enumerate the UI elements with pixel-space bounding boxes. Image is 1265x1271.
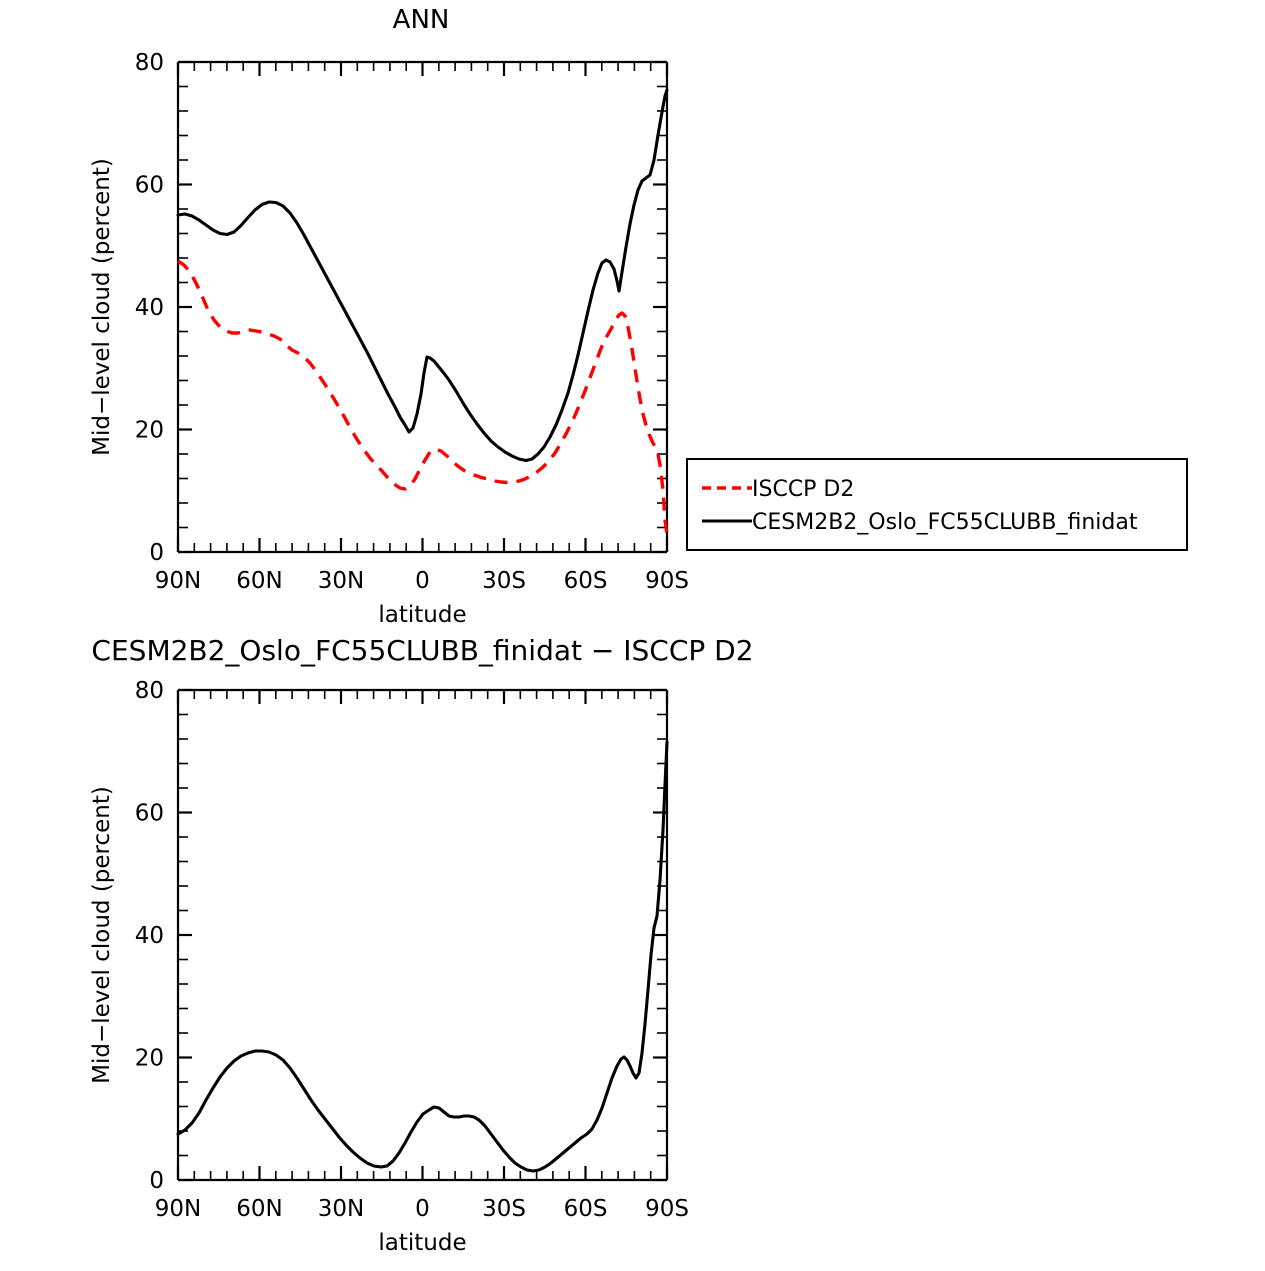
bottom-panel-title: CESM2B2_Oslo_FC55CLUBB_finidat − ISCCP D… — [91, 634, 753, 667]
top-y-ticks: 0 20 40 60 80 — [135, 50, 667, 566]
bottom-xtick-30N: 30N — [318, 1196, 364, 1222]
top-xtick-90N: 90N — [155, 568, 201, 594]
bottom-x-ticks: 90N 60N 30N 0 30S 60S 90S — [155, 690, 689, 1222]
bottom-xtick-30S: 30S — [482, 1196, 526, 1222]
legend-label-cesm2b2[interactable]: CESM2B2_Oslo_FC55CLUBB_finidat — [752, 510, 1138, 535]
bottom-ytick-20: 20 — [135, 1046, 164, 1072]
bottom-y-ticks: 0 20 40 60 80 — [135, 678, 667, 1194]
bottom-ytick-0: 0 — [149, 1168, 164, 1194]
top-xtick-0: 0 — [415, 568, 430, 594]
top-panel-title: ANN — [393, 5, 450, 35]
bottom-xtick-90S: 90S — [645, 1196, 689, 1222]
series-isccp-top — [177, 259, 669, 535]
top-xtick-30S: 30S — [482, 568, 526, 594]
top-ytick-80: 80 — [135, 50, 164, 76]
legend-box — [686, 458, 1188, 551]
legend: ISCCP D2 CESM2B2_Oslo_FC55CLUBB_finidat — [686, 458, 1188, 551]
top-xaxis-label: latitude — [378, 602, 466, 628]
bottom-ytick-80: 80 — [135, 678, 164, 704]
series-difference-bottom — [176, 740, 669, 1173]
bottom-xtick-60S: 60S — [564, 1196, 608, 1222]
bottom-ytick-40: 40 — [135, 923, 164, 949]
bottom-xtick-60N: 60N — [236, 1196, 282, 1222]
bottom-ytick-60: 60 — [135, 801, 164, 827]
top-x-ticks: 90N 60N 30N 0 30S 60S 90S — [155, 62, 689, 594]
top-panel-curves — [176, 88, 669, 535]
top-yaxis-label: Mid−level cloud (percent) — [89, 158, 115, 456]
top-ytick-40: 40 — [135, 295, 164, 321]
bottom-xaxis-label: latitude — [378, 1230, 466, 1256]
top-xtick-60S: 60S — [564, 568, 608, 594]
bottom-panel: CESM2B2_Oslo_FC55CLUBB_finidat − ISCCP D… — [89, 634, 754, 1256]
series-cesm2b2-top — [176, 88, 669, 463]
top-ytick-20: 20 — [135, 418, 164, 444]
top-xtick-90S: 90S — [645, 568, 689, 594]
bottom-xtick-0: 0 — [415, 1196, 430, 1222]
top-ytick-0: 0 — [149, 540, 164, 566]
legend-label-isccp[interactable]: ISCCP D2 — [752, 477, 854, 502]
top-xtick-60N: 60N — [236, 568, 282, 594]
bottom-yaxis-label: Mid−level cloud (percent) — [89, 786, 115, 1084]
top-panel: ANN — [89, 5, 689, 628]
top-ytick-60: 60 — [135, 173, 164, 199]
bottom-xtick-90N: 90N — [155, 1196, 201, 1222]
top-xtick-30N: 30N — [318, 568, 364, 594]
